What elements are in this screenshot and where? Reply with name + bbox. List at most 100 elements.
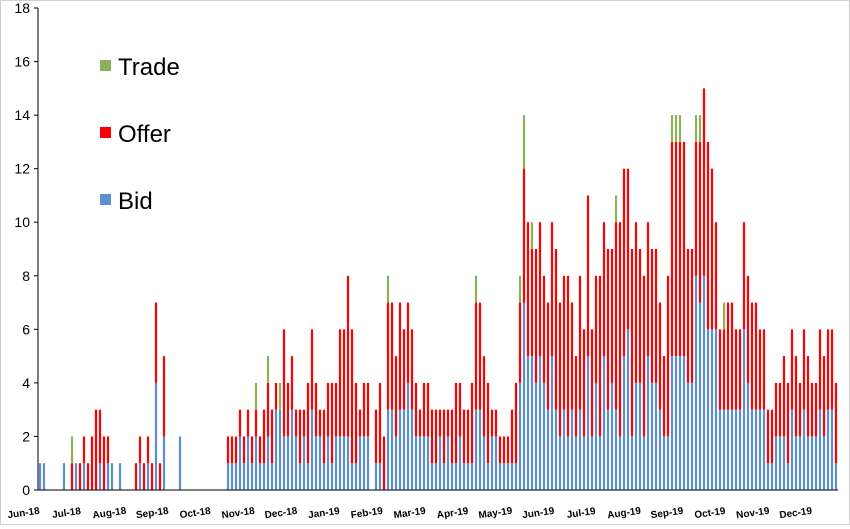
bar-bid bbox=[822, 436, 826, 490]
bar-offer bbox=[294, 409, 298, 437]
bar-bid bbox=[586, 356, 590, 490]
bar-bid bbox=[270, 463, 274, 490]
bar-offer bbox=[394, 356, 398, 437]
bar-bid bbox=[698, 302, 702, 490]
bar-bid bbox=[318, 436, 322, 490]
bar-offer bbox=[546, 302, 550, 410]
bar-offer bbox=[778, 382, 782, 437]
bar-bid bbox=[810, 436, 814, 490]
bar-offer bbox=[818, 329, 822, 410]
x-tick-label: Oct-19 bbox=[694, 506, 727, 521]
bar-bid bbox=[434, 463, 438, 490]
bar-offer bbox=[522, 168, 526, 303]
bar-bid bbox=[650, 382, 654, 490]
bar-bid bbox=[162, 436, 166, 490]
bar-offer bbox=[526, 222, 530, 357]
bar-bid bbox=[238, 436, 242, 490]
bar-bid bbox=[254, 436, 258, 490]
bar-offer bbox=[334, 382, 338, 437]
bar-offer bbox=[410, 329, 414, 410]
x-tick-label: Jul-19 bbox=[566, 506, 597, 521]
legend-label-offer: Offer bbox=[118, 121, 171, 148]
bar-offer bbox=[634, 222, 638, 383]
bar-bid bbox=[346, 436, 350, 490]
x-tick-labels: Jun-18 Jul-18 Aug-18 Sep-18 Oct-18 Nov-18 Dec-… bbox=[7, 506, 813, 522]
bar-offer bbox=[622, 168, 626, 357]
bar-offer bbox=[718, 329, 722, 410]
bar-offer bbox=[398, 302, 402, 410]
bar-bid bbox=[590, 436, 594, 490]
bar-bid bbox=[390, 409, 394, 490]
bar-offer bbox=[674, 141, 678, 357]
bar-bid bbox=[786, 463, 790, 490]
bar-bid bbox=[446, 436, 450, 490]
bar-bid bbox=[266, 436, 270, 490]
bar-offer bbox=[442, 409, 446, 464]
bar-bid bbox=[730, 409, 734, 490]
bar-offer bbox=[542, 275, 546, 383]
bar-offer bbox=[558, 302, 562, 437]
bar-offer bbox=[322, 409, 326, 464]
bar-offer bbox=[338, 329, 342, 437]
bar-bid bbox=[362, 436, 366, 490]
bar-bid bbox=[662, 436, 666, 490]
bar-bid bbox=[542, 382, 546, 490]
bar-offer bbox=[390, 302, 394, 410]
bar-offer bbox=[726, 302, 730, 410]
bar-bid bbox=[354, 463, 358, 490]
bar-offer bbox=[150, 463, 154, 490]
x-tick-label: Sep-19 bbox=[650, 506, 684, 522]
bar-bid bbox=[250, 463, 254, 490]
bar-offer bbox=[494, 409, 498, 437]
y-tick-label: 0 bbox=[22, 482, 30, 498]
bar-bid bbox=[278, 409, 282, 490]
bar-offer bbox=[610, 249, 614, 383]
bar-bid bbox=[510, 463, 514, 490]
bar-trade bbox=[266, 356, 270, 383]
bar-bid bbox=[710, 329, 714, 490]
bar-bid bbox=[274, 409, 278, 490]
bar-offer bbox=[470, 382, 474, 464]
bar-offer bbox=[146, 436, 150, 464]
bar-bid bbox=[494, 436, 498, 490]
y-tick-label: 18 bbox=[14, 1, 30, 16]
bar-bid bbox=[554, 409, 558, 490]
bar-bid bbox=[774, 436, 778, 490]
bar-bid bbox=[482, 436, 486, 490]
y-tick-labels: 0 2 4 6 8 10 12 14 16 18 bbox=[14, 0, 38, 498]
bar-bid bbox=[706, 329, 710, 490]
bar-offer bbox=[70, 463, 74, 490]
bar-offer bbox=[626, 168, 630, 330]
bar-bid bbox=[574, 436, 578, 490]
bar-offer bbox=[790, 329, 794, 410]
bar-bid bbox=[262, 463, 266, 490]
bar-trade bbox=[698, 115, 702, 142]
bar-offer bbox=[262, 409, 266, 464]
bar-offer bbox=[502, 436, 506, 464]
bar-bid bbox=[442, 463, 446, 490]
bar-offer bbox=[554, 249, 558, 410]
y-tick-label: 10 bbox=[14, 214, 30, 230]
bar-bid bbox=[350, 463, 354, 490]
x-tick-label: Nov-19 bbox=[736, 506, 771, 522]
bar-trade bbox=[722, 302, 726, 330]
bar-offer bbox=[402, 329, 406, 410]
bar-offer bbox=[658, 302, 662, 410]
bar-offer bbox=[426, 382, 430, 437]
bar-bid bbox=[714, 329, 718, 490]
bar-offer bbox=[458, 382, 462, 437]
bar-bid bbox=[522, 302, 526, 490]
bar-offer bbox=[86, 463, 90, 490]
bar-offer bbox=[734, 329, 738, 410]
bar-bid bbox=[82, 463, 86, 490]
y-tick-label: 8 bbox=[22, 268, 30, 284]
x-tick-label: May-19 bbox=[478, 506, 514, 522]
bar-trade bbox=[474, 275, 478, 303]
bar-offer bbox=[642, 275, 646, 437]
legend: Trade Offer Bid bbox=[100, 54, 180, 215]
bar-offer bbox=[742, 222, 746, 330]
bar-offer bbox=[438, 409, 442, 437]
bar-offer bbox=[562, 275, 566, 410]
bar-bid bbox=[374, 463, 378, 490]
bar-offer bbox=[606, 249, 610, 410]
